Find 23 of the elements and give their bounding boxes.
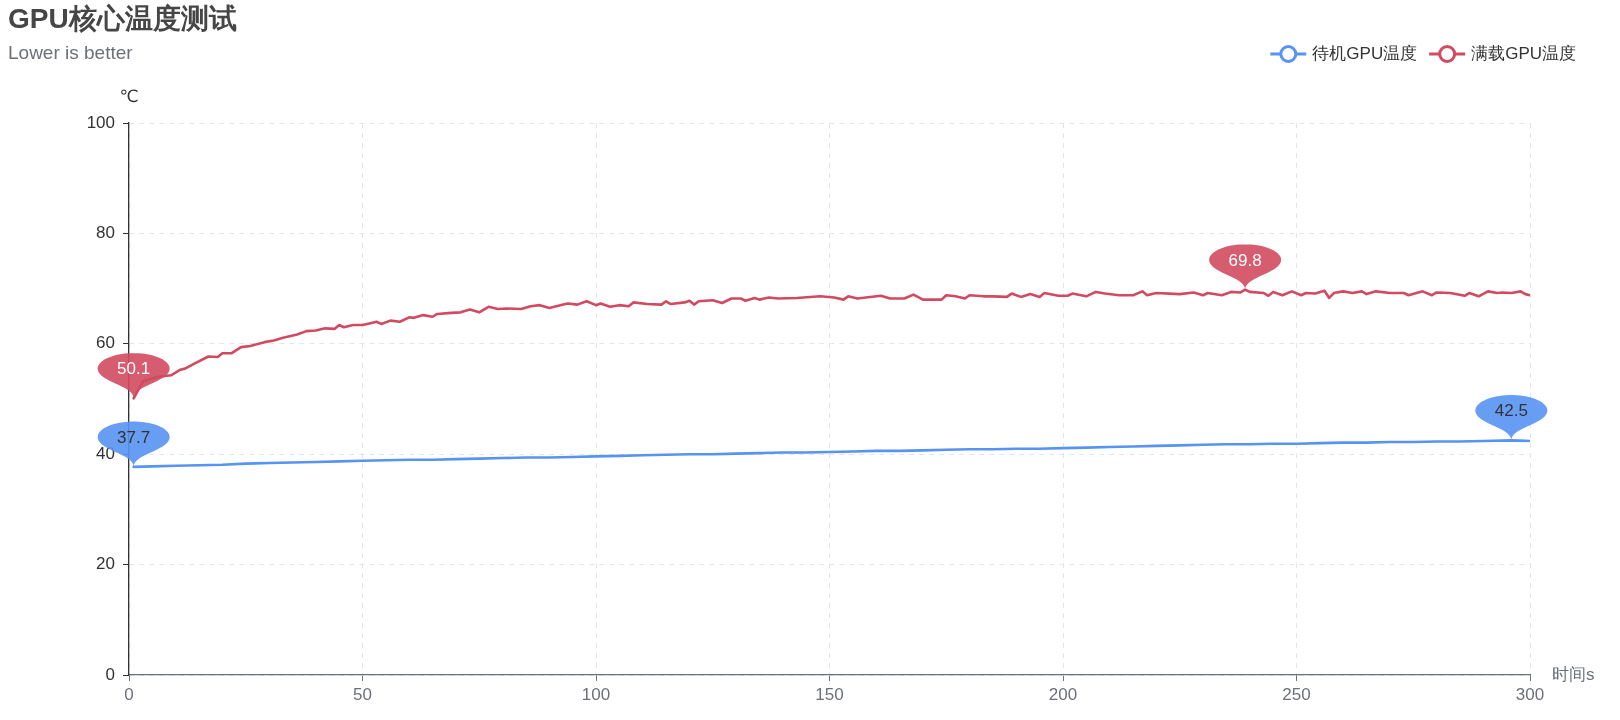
legend-label: 待机GPU温度 (1312, 43, 1418, 63)
y-tick-label: 80 (96, 223, 115, 243)
annotation: 50.1 (117, 359, 151, 379)
y-tick-label: 60 (96, 333, 115, 353)
x-tick-label: 200 (1048, 684, 1078, 704)
x-tick-label: 250 (1282, 684, 1311, 704)
annotation: 69.8 (1228, 250, 1262, 270)
annotation: 42.5 (1494, 401, 1528, 421)
x-axis-title: 时间s (1552, 664, 1595, 684)
y-tick-label: 40 (96, 443, 115, 463)
x-tick-label: 50 (353, 684, 372, 704)
chart-title: GPU核心温度测试 (8, 2, 237, 34)
chart-subtitle: Lower is better (8, 42, 134, 64)
y-axis-title: ℃ (119, 86, 139, 106)
annotation: 37.7 (117, 427, 151, 447)
x-tick-label: 100 (581, 684, 611, 704)
y-tick-label: 0 (105, 664, 115, 684)
y-tick-label: 100 (86, 112, 115, 132)
x-tick-label: 300 (1515, 684, 1545, 704)
x-tick-label: 0 (124, 684, 134, 704)
legend-label: 满载GPU温度 (1471, 43, 1576, 63)
y-tick-label: 20 (96, 554, 115, 574)
x-tick-label: 150 (815, 684, 844, 704)
